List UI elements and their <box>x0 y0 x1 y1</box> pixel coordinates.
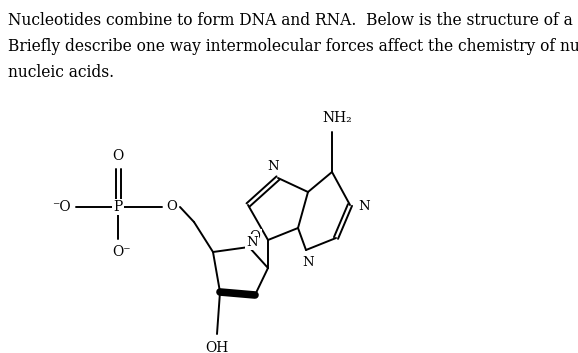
Text: O: O <box>250 231 261 244</box>
Text: N: N <box>302 256 314 269</box>
Text: Nucleotides combine to form DNA and RNA.  Below is the structure of a nucleotide: Nucleotides combine to form DNA and RNA.… <box>8 12 578 29</box>
Text: N: N <box>267 161 279 174</box>
Text: ⁻O: ⁻O <box>51 200 71 214</box>
Text: N: N <box>246 235 258 249</box>
Text: Briefly describe one way intermolecular forces affect the chemistry of nucleotid: Briefly describe one way intermolecular … <box>8 38 578 55</box>
Text: O: O <box>112 149 124 163</box>
Text: O: O <box>166 199 177 213</box>
Text: NH₂: NH₂ <box>322 111 352 125</box>
Text: N: N <box>358 201 370 214</box>
Text: nucleic acids.: nucleic acids. <box>8 64 114 80</box>
Text: OH: OH <box>205 341 229 353</box>
Text: P: P <box>113 200 123 214</box>
Text: O⁻: O⁻ <box>113 245 131 259</box>
